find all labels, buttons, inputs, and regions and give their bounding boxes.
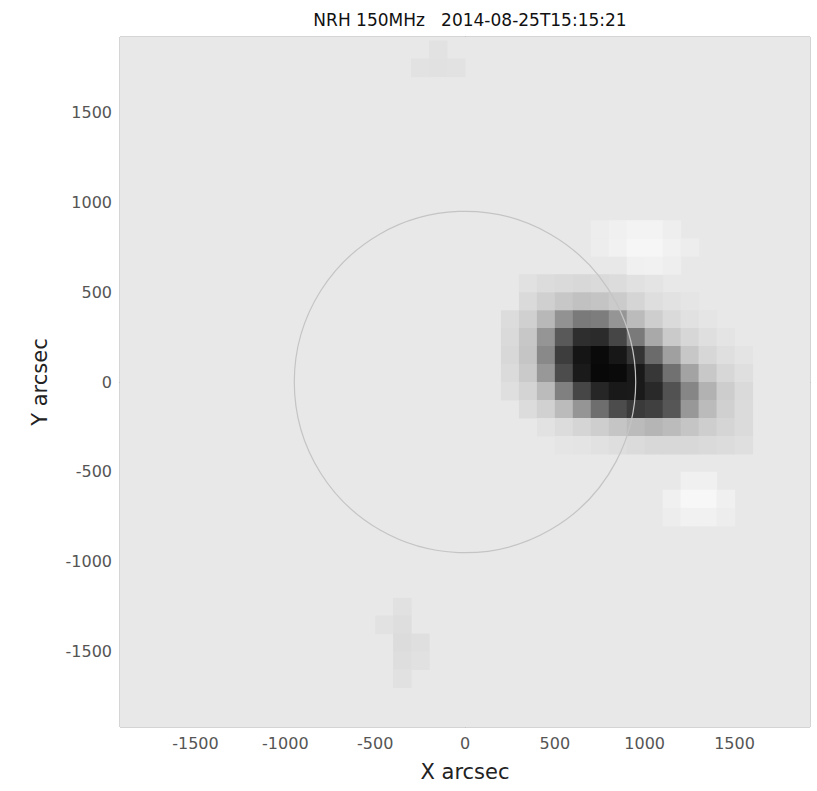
svg-text:-500: -500 [76,462,112,481]
svg-text:1500: 1500 [71,103,112,122]
svg-text:500: 500 [540,734,571,753]
svg-text:500: 500 [81,283,112,302]
svg-text:1500: 1500 [714,734,755,753]
svg-text:-1000: -1000 [66,552,113,571]
svg-text:-500: -500 [357,734,393,753]
svg-text:X arcsec: X arcsec [420,760,509,784]
svg-text:0: 0 [102,373,112,392]
svg-text:-1500: -1500 [66,642,113,661]
svg-text:1000: 1000 [71,193,112,212]
svg-text:-1500: -1500 [172,734,219,753]
svg-text:NRH 150MHz 2014-08-25T15:15:: NRH 150MHz 2014-08-25T15:15:21 [313,10,626,30]
svg-text:0: 0 [460,734,470,753]
svg-text:1000: 1000 [624,734,665,753]
svg-text:Y arcsec: Y arcsec [28,338,52,427]
svg-text:-1000: -1000 [262,734,309,753]
